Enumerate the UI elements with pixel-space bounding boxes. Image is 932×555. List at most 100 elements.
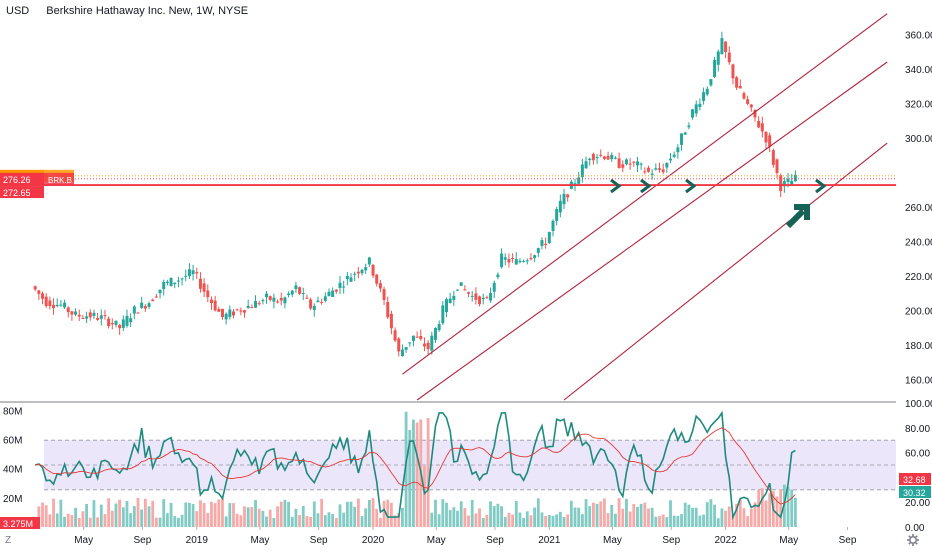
candle-body: [606, 155, 610, 160]
gear-icon[interactable]: [906, 533, 920, 547]
volume-tick-label: 20M: [3, 494, 22, 505]
candle-body: [220, 308, 224, 318]
candle-body: [209, 299, 213, 304]
candle-body: [187, 269, 191, 277]
arrow-marker-3: [685, 178, 697, 194]
candle-body: [782, 181, 786, 187]
volume-bar: [643, 502, 647, 527]
volume-bar: [99, 504, 103, 527]
volume-bar: [74, 507, 77, 527]
symbol-title[interactable]: Berkshire Hathaway Inc. New, 1W, NYSE: [46, 5, 249, 17]
candle-body: [55, 304, 59, 307]
candle-body: [441, 305, 445, 324]
candle-body: [224, 313, 228, 320]
candle-body: [551, 220, 555, 231]
time-tick-label: Sep: [310, 535, 328, 546]
candle-body: [246, 305, 250, 309]
volume-bar: [746, 516, 750, 527]
timezone-z-icon[interactable]: Z: [5, 535, 12, 546]
rsi-green-value: 30.32: [903, 488, 926, 498]
candle-body: [356, 271, 360, 274]
volume-bar: [514, 501, 518, 527]
volume-bar: [371, 498, 375, 527]
candle-body: [518, 260, 522, 263]
candle-body: [724, 41, 728, 53]
candle-body: [136, 312, 140, 314]
candle-body: [735, 77, 739, 88]
candle-body: [624, 159, 628, 165]
volume-bar: [525, 511, 529, 527]
volume-bar: [551, 515, 555, 527]
candle-body: [599, 154, 603, 156]
volume-bar: [738, 499, 742, 527]
candle-body: [154, 296, 158, 298]
volume-bar: [577, 507, 581, 527]
last-price-tag: BRK.B: [48, 176, 72, 185]
candle-body: [760, 123, 764, 132]
volume-bar: [661, 514, 665, 527]
candle-body: [279, 297, 283, 301]
volume-bar: [485, 514, 489, 527]
candle-body: [691, 109, 695, 118]
volume-bar: [606, 513, 610, 527]
volume-bar: [305, 516, 309, 527]
volume-bar: [59, 499, 63, 527]
volume-bar: [603, 498, 606, 527]
candle-body: [580, 164, 584, 178]
volume-bar: [705, 502, 709, 527]
volume-bar: [129, 513, 133, 527]
volume-bar: [716, 518, 720, 527]
candle-body: [397, 338, 401, 352]
volume-tick-label: 60M: [3, 435, 22, 446]
volume-bar: [566, 514, 570, 527]
volume-bar: [680, 514, 683, 527]
time-tick-label: May: [603, 535, 622, 546]
time-tick-label: 2020: [362, 535, 385, 546]
candle-body: [99, 315, 103, 319]
volume-bar: [349, 501, 353, 527]
rsi-tick-label: 80.00: [905, 424, 930, 435]
volume-bar: [555, 514, 559, 527]
candle-body: [375, 274, 379, 284]
time-tick-label: May: [250, 535, 269, 546]
candle-body: [132, 306, 136, 314]
candle-body: [162, 281, 166, 290]
candle-body: [584, 161, 588, 169]
volume-bar: [628, 511, 632, 527]
volume-bar: [331, 514, 335, 527]
candle-body: [529, 257, 533, 260]
volume-bar: [467, 515, 470, 527]
volume-bar: [474, 513, 478, 527]
candle-body: [496, 274, 500, 278]
rsi-red-badge: [899, 473, 931, 485]
volume-current-badge: [0, 517, 40, 529]
candle-body: [562, 193, 566, 205]
volume-bar: [162, 499, 166, 527]
candle-body: [316, 300, 320, 303]
volume-bar: [279, 501, 283, 527]
volume-bar: [481, 518, 485, 527]
candle-body: [720, 38, 724, 54]
candle-body: [305, 297, 309, 299]
volume-bar: [55, 513, 59, 527]
rsi-tick-label: 100.00: [905, 399, 932, 410]
volume-bar: [562, 517, 566, 527]
volume-bar: [287, 501, 290, 527]
candle-body: [118, 324, 122, 329]
volume-bar: [448, 510, 452, 527]
candle-body: [676, 147, 680, 153]
candle-body: [716, 51, 720, 65]
volume-bar: [650, 507, 654, 527]
volume-bar: [404, 411, 408, 527]
volume-bar: [503, 516, 507, 527]
volume-bar: [118, 499, 122, 527]
volume-bar: [709, 499, 713, 527]
volume-bar: [588, 506, 592, 527]
candle-body: [459, 282, 463, 286]
volume-bar: [356, 498, 360, 527]
volume-bar: [386, 499, 390, 527]
candle-body: [334, 289, 338, 292]
volume-bar: [41, 502, 44, 527]
